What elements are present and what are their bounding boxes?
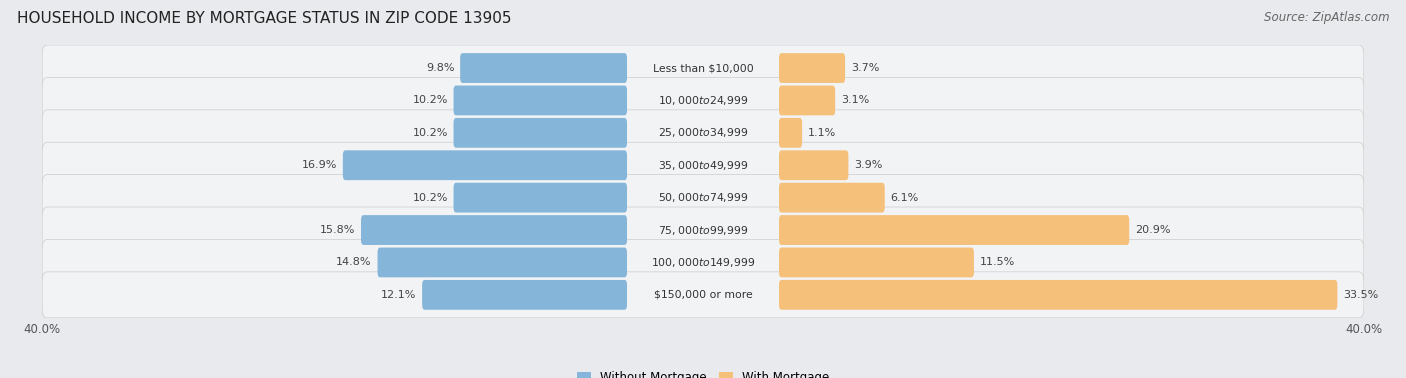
FancyBboxPatch shape <box>42 77 1364 124</box>
FancyBboxPatch shape <box>779 118 801 148</box>
Text: 20.9%: 20.9% <box>1135 225 1171 235</box>
FancyBboxPatch shape <box>454 118 627 148</box>
FancyBboxPatch shape <box>779 53 845 83</box>
Text: HOUSEHOLD INCOME BY MORTGAGE STATUS IN ZIP CODE 13905: HOUSEHOLD INCOME BY MORTGAGE STATUS IN Z… <box>17 11 512 26</box>
Text: 3.1%: 3.1% <box>841 95 869 105</box>
Text: $25,000 to $34,999: $25,000 to $34,999 <box>658 126 748 139</box>
FancyBboxPatch shape <box>779 85 835 115</box>
FancyBboxPatch shape <box>343 150 627 180</box>
FancyBboxPatch shape <box>42 239 1364 285</box>
FancyBboxPatch shape <box>42 207 1364 253</box>
Text: $75,000 to $99,999: $75,000 to $99,999 <box>658 223 748 237</box>
Text: 14.8%: 14.8% <box>336 257 371 268</box>
FancyBboxPatch shape <box>779 183 884 212</box>
Text: 1.1%: 1.1% <box>808 128 837 138</box>
Text: $35,000 to $49,999: $35,000 to $49,999 <box>658 159 748 172</box>
FancyBboxPatch shape <box>779 280 1337 310</box>
Text: 16.9%: 16.9% <box>302 160 337 170</box>
Text: $50,000 to $74,999: $50,000 to $74,999 <box>658 191 748 204</box>
FancyBboxPatch shape <box>42 175 1364 221</box>
Text: $100,000 to $149,999: $100,000 to $149,999 <box>651 256 755 269</box>
FancyBboxPatch shape <box>779 248 974 277</box>
Text: 12.1%: 12.1% <box>381 290 416 300</box>
FancyBboxPatch shape <box>42 110 1364 156</box>
Text: 9.8%: 9.8% <box>426 63 454 73</box>
Text: 3.9%: 3.9% <box>855 160 883 170</box>
FancyBboxPatch shape <box>460 53 627 83</box>
FancyBboxPatch shape <box>361 215 627 245</box>
Text: 10.2%: 10.2% <box>412 128 447 138</box>
Text: 11.5%: 11.5% <box>980 257 1015 268</box>
FancyBboxPatch shape <box>454 85 627 115</box>
FancyBboxPatch shape <box>378 248 627 277</box>
FancyBboxPatch shape <box>779 150 848 180</box>
Text: 10.2%: 10.2% <box>412 193 447 203</box>
Text: Source: ZipAtlas.com: Source: ZipAtlas.com <box>1264 11 1389 24</box>
FancyBboxPatch shape <box>42 272 1364 318</box>
Text: 33.5%: 33.5% <box>1343 290 1378 300</box>
Text: Less than $10,000: Less than $10,000 <box>652 63 754 73</box>
Text: 3.7%: 3.7% <box>851 63 879 73</box>
FancyBboxPatch shape <box>422 280 627 310</box>
Text: 10.2%: 10.2% <box>412 95 447 105</box>
FancyBboxPatch shape <box>779 215 1129 245</box>
Legend: Without Mortgage, With Mortgage: Without Mortgage, With Mortgage <box>574 368 832 378</box>
FancyBboxPatch shape <box>42 142 1364 188</box>
FancyBboxPatch shape <box>42 45 1364 91</box>
FancyBboxPatch shape <box>454 183 627 212</box>
Text: $150,000 or more: $150,000 or more <box>654 290 752 300</box>
Text: $10,000 to $24,999: $10,000 to $24,999 <box>658 94 748 107</box>
Text: 15.8%: 15.8% <box>321 225 356 235</box>
Text: 6.1%: 6.1% <box>890 193 918 203</box>
